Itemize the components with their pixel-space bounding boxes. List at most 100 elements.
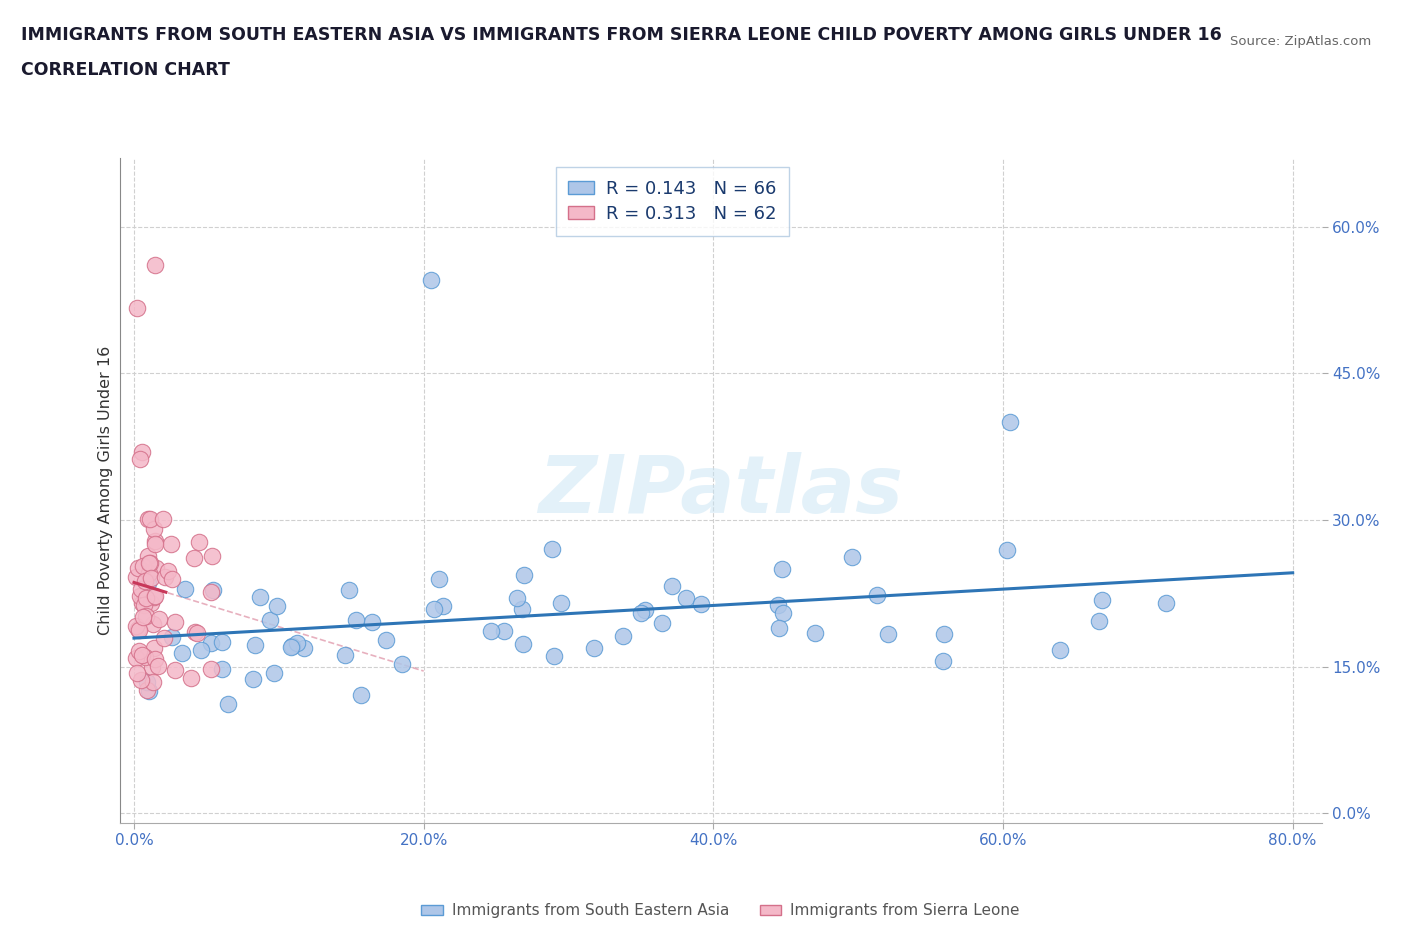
Point [143,534,166,549]
Point [136,549,159,564]
Point [932,654,955,669]
Point [143,537,166,551]
Point [200,635,222,650]
Point [550,596,572,611]
Point [510,602,533,617]
Point [134,574,156,589]
Point [143,589,166,604]
Point [163,663,186,678]
Point [170,646,193,661]
Point [153,570,176,585]
Point [541,542,564,557]
Point [146,658,169,673]
Point [132,609,155,624]
Point [183,551,205,565]
Point [374,632,396,647]
Point [427,572,450,587]
Point [266,599,288,614]
Point [128,644,150,658]
Point [125,651,148,666]
Point [145,561,167,576]
Point [1087,614,1109,629]
Point [200,662,222,677]
Point [1000,415,1022,430]
Point [292,641,315,656]
Point [128,622,150,637]
Point [263,666,285,681]
Point [135,608,157,623]
Point [125,666,148,681]
Point [661,578,683,593]
Point [634,603,657,618]
Point [132,559,155,574]
Point [129,672,152,687]
Point [675,591,697,606]
Point [506,591,529,605]
Point [804,625,827,640]
Point [492,623,515,638]
Point [138,512,160,526]
Point [1154,595,1177,610]
Point [337,582,360,597]
Text: Source: ZipAtlas.com: Source: ZipAtlas.com [1230,35,1371,48]
Text: CORRELATION CHART: CORRELATION CHART [21,61,231,79]
Point [423,601,446,616]
Point [143,651,166,666]
Point [157,564,180,578]
Point [770,562,793,577]
Point [131,648,153,663]
Point [772,605,794,620]
Point [201,549,224,564]
Text: ZIPatlas: ZIPatlas [538,452,903,529]
Point [651,616,673,631]
Point [217,697,239,711]
Point [142,590,165,604]
Point [180,671,202,685]
Point [138,555,160,570]
Point [876,626,898,641]
Point [512,636,534,651]
Point [995,542,1018,557]
Point [432,598,454,613]
Point [391,657,413,671]
Point [513,568,536,583]
Point [211,662,233,677]
Point [768,620,790,635]
Point [211,635,233,650]
Point [350,687,373,702]
Point [190,643,212,658]
Point [162,571,184,586]
Point [136,683,159,698]
Legend: Immigrants from South Eastern Asia, Immigrants from Sierra Leone: Immigrants from South Eastern Asia, Immi… [415,897,1026,924]
Point [148,611,170,626]
Point [127,622,149,637]
Y-axis label: Child Poverty Among Girls Under 16: Child Poverty Among Girls Under 16 [98,346,112,635]
Point [202,582,225,597]
Point [866,588,889,603]
Point [127,561,149,576]
Point [160,537,183,551]
Point [543,649,565,664]
Point [136,512,159,526]
Point [139,556,162,571]
Point [129,589,152,604]
Point [163,615,186,630]
Point [143,522,166,537]
Point [841,550,863,565]
Point [142,617,165,631]
Point [630,605,652,620]
Point [143,641,166,656]
Point [419,272,441,287]
Point [183,624,205,639]
Point [138,565,160,580]
Point [131,445,153,459]
Point [135,591,157,605]
Point [141,659,163,674]
Point [135,674,157,689]
Point [612,629,634,644]
Point [344,612,367,627]
Point [141,571,163,586]
Point [1049,643,1071,658]
Point [280,639,302,654]
Point [142,674,165,689]
